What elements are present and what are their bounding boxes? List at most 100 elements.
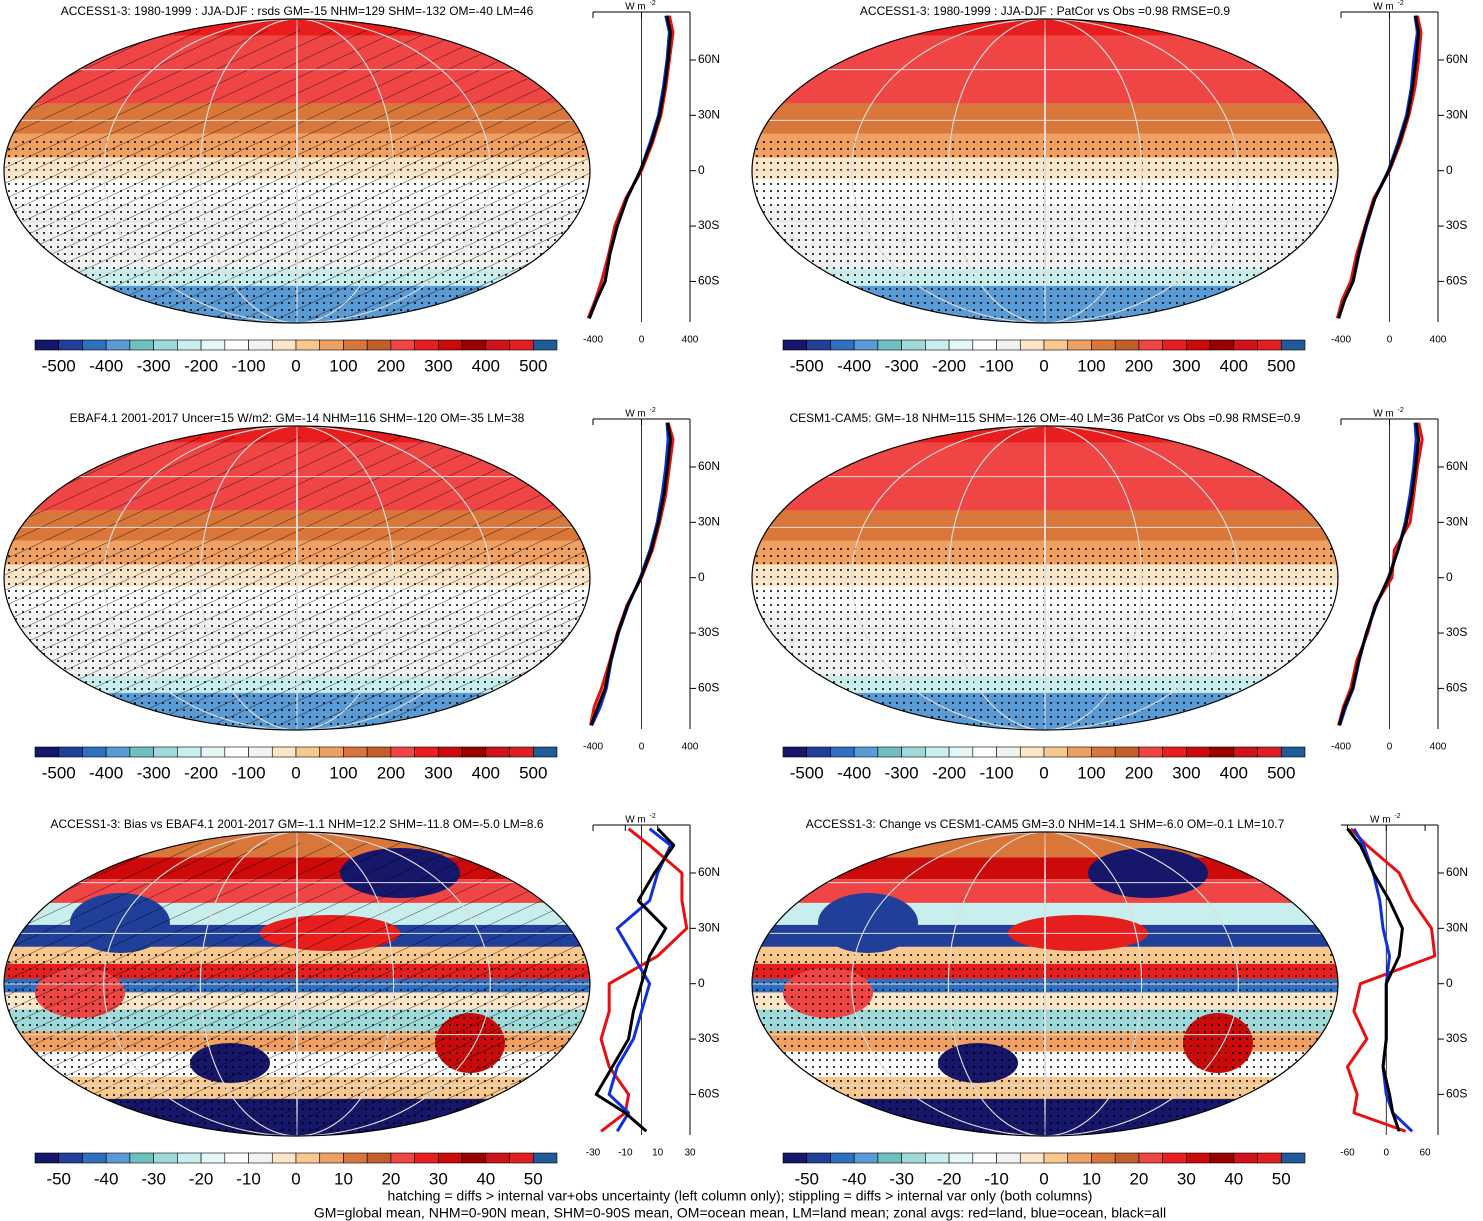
profile-unit: W m <box>1370 815 1391 826</box>
colorbar-box <box>153 1152 178 1164</box>
profile-unit: W m <box>1373 2 1394 13</box>
x-tick-label: 400 <box>682 335 699 346</box>
panel-title: EBAF4.1 2001-2017 Uncer=15 W/m2: GM=-14 … <box>70 411 525 425</box>
graticule <box>103 426 491 730</box>
colorbar-box <box>414 746 439 758</box>
colorbar-box <box>1209 746 1235 758</box>
colorbar-box <box>177 1152 202 1164</box>
colorbar-label: 50 <box>1272 1169 1291 1188</box>
x-tick-label: 0 <box>1383 1148 1389 1159</box>
colorbar-box <box>806 1152 831 1164</box>
colorbar-box <box>1162 746 1187 758</box>
colorbar-box <box>1280 746 1306 758</box>
colorbar-box <box>1091 339 1116 351</box>
colorbar-box <box>901 1152 926 1164</box>
panel: ACCESS1-3: Bias vs EBAF4.1 2001-2017 GM=… <box>3 813 720 1188</box>
profile-unit-exponent: -2 <box>650 407 656 414</box>
colorbar-label: -100 <box>232 356 266 375</box>
y-tick-label: 30N <box>698 108 720 122</box>
map-outline <box>3 18 591 324</box>
colorbar-label: 300 <box>1172 356 1200 375</box>
zonal-profile <box>1337 15 1421 319</box>
map-band <box>752 19 1338 36</box>
y-tick-label: 0 <box>1446 163 1453 177</box>
colorbar-label: 300 <box>424 763 452 782</box>
panel: ACCESS1-3: 1980-1999 : JJA-DJF : PatCor … <box>751 0 1468 375</box>
colorbar-box <box>1233 746 1258 758</box>
y-tick-label: 60S <box>1446 1087 1467 1101</box>
colorbar-box <box>806 746 831 758</box>
colorbar-label: 0 <box>291 356 300 375</box>
colorbar-label: -400 <box>837 356 871 375</box>
colorbar-box <box>1114 339 1140 351</box>
map-outline <box>751 425 1339 731</box>
colorbar-box <box>177 339 202 351</box>
colorbar-box <box>1186 1152 1211 1164</box>
colorbar-box <box>438 339 463 351</box>
zonal-profile <box>1352 827 1414 1133</box>
colorbar-box <box>319 746 344 758</box>
colorbar-box <box>509 1152 534 1164</box>
colorbar-box <box>224 1152 249 1164</box>
colorbar-box <box>58 339 83 351</box>
colorbar-box <box>806 339 831 351</box>
hatching <box>4 437 590 727</box>
colorbar-box <box>853 746 879 758</box>
colorbar-label: 0 <box>1039 763 1048 782</box>
colorbar-label: 10 <box>334 1169 353 1188</box>
colorbar-box <box>1257 339 1282 351</box>
colorbar-label: -400 <box>89 763 123 782</box>
x-tick-label: -400 <box>583 335 603 346</box>
x-tick-label: 60 <box>1420 1148 1432 1159</box>
y-tick-label: 30N <box>1446 921 1468 935</box>
colorbar-box <box>925 746 950 758</box>
colorbar-box <box>1209 1152 1235 1164</box>
graticule <box>296 832 298 1136</box>
x-tick-label: 0 <box>639 742 645 753</box>
colorbar-label: -40 <box>94 1169 119 1188</box>
y-tick-label: 60N <box>1446 52 1468 66</box>
map-band <box>752 426 1338 443</box>
colorbar-box <box>1043 339 1069 351</box>
panel: CESM1-CAM5: GM=-18 NHM=115 SHM=-126 OM=-… <box>751 407 1468 782</box>
colorbar-box <box>1114 1152 1140 1164</box>
stippling <box>752 544 1338 730</box>
zonal-profile <box>589 422 675 726</box>
colorbar-box <box>390 339 415 351</box>
graticule <box>1044 832 1046 1136</box>
colorbar-label: 200 <box>377 356 405 375</box>
map-outline <box>751 18 1339 324</box>
colorbar-box <box>853 1152 879 1164</box>
graticule <box>199 426 395 730</box>
profile-unit-exponent: -2 <box>650 0 656 7</box>
colorbar-box <box>1138 746 1163 758</box>
colorbar-box <box>1067 1152 1092 1164</box>
colorbar-label: -500 <box>790 356 824 375</box>
colorbar-box <box>271 339 297 351</box>
y-tick-label: 30S <box>698 625 719 639</box>
colorbar-label: 400 <box>472 763 500 782</box>
colorbar-box <box>414 1152 439 1164</box>
colorbar-box <box>105 746 131 758</box>
colorbar-label: -200 <box>932 356 966 375</box>
colorbar-label: -50 <box>46 1169 71 1188</box>
zonal-profile <box>587 15 673 319</box>
colorbar-label: 50 <box>524 1169 543 1188</box>
colorbar-box <box>782 746 808 758</box>
colorbar-label: -30 <box>141 1169 166 1188</box>
colorbar-box <box>901 746 926 758</box>
graticule <box>199 19 395 323</box>
colorbar-box <box>1114 746 1140 758</box>
colorbar-box <box>390 1152 415 1164</box>
colorbar-label: -500 <box>42 356 76 375</box>
colorbar-box <box>901 339 926 351</box>
y-tick-label: 30N <box>698 921 720 935</box>
graticule <box>851 832 1239 1136</box>
colorbar-label: 500 <box>519 763 547 782</box>
colorbar-box <box>532 339 558 351</box>
colorbar-label: -10 <box>236 1169 261 1188</box>
y-tick-label: 0 <box>1446 570 1453 584</box>
colorbar-box <box>248 1152 273 1164</box>
panel-title: CESM1-CAM5: GM=-18 NHM=115 SHM=-126 OM=-… <box>790 411 1301 425</box>
